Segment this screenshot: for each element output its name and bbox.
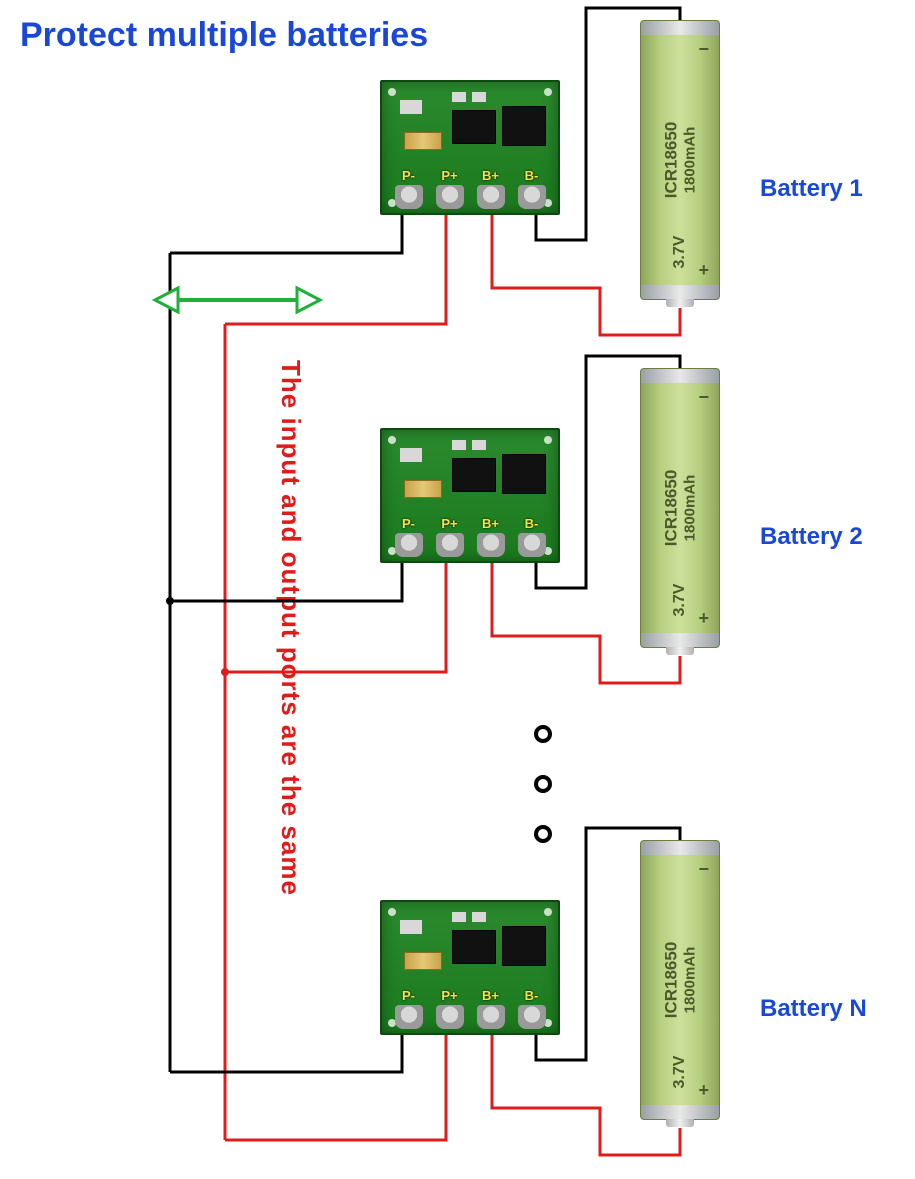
ellipsis-dot — [534, 725, 552, 743]
ellipsis-dot — [534, 775, 552, 793]
pad-p-plus: P+ — [436, 1005, 464, 1029]
pad-b-plus: B+ — [477, 1005, 505, 1029]
pad-b-minus: B- — [518, 1005, 546, 1029]
battery-2-label: Battery 2 — [760, 523, 863, 551]
ellipsis-dot — [534, 825, 552, 843]
side-note: The input and output ports are the same — [275, 360, 306, 896]
pad-p-plus: P+ — [436, 533, 464, 557]
pad-p-plus: P+ — [436, 185, 464, 209]
battery-1-label: Battery 1 — [760, 175, 863, 203]
pad-b-plus: B+ — [477, 533, 505, 557]
bidirectional-arrow-icon — [155, 288, 320, 312]
battery-n: −+ ICR186501800mAh 3.7V — [640, 840, 720, 1120]
pad-p-minus: P- — [395, 533, 423, 557]
pcb-module-2: P- P+ B+ B- — [380, 428, 560, 563]
pcb-module-n: P- P+ B+ B- — [380, 900, 560, 1035]
pad-b-minus: B- — [518, 533, 546, 557]
pad-b-plus: B+ — [477, 185, 505, 209]
battery-1: −+ ICR186501800mAh 3.7V — [640, 20, 720, 300]
page-title: Protect multiple batteries — [20, 16, 428, 55]
pad-b-minus: B- — [518, 185, 546, 209]
battery-2: −+ ICR186501800mAh 3.7V — [640, 368, 720, 648]
pad-p-minus: P- — [395, 185, 423, 209]
battery-n-label: Battery N — [760, 995, 867, 1023]
pad-p-minus: P- — [395, 1005, 423, 1029]
pcb-module-1: P- P+ B+ B- — [380, 80, 560, 215]
